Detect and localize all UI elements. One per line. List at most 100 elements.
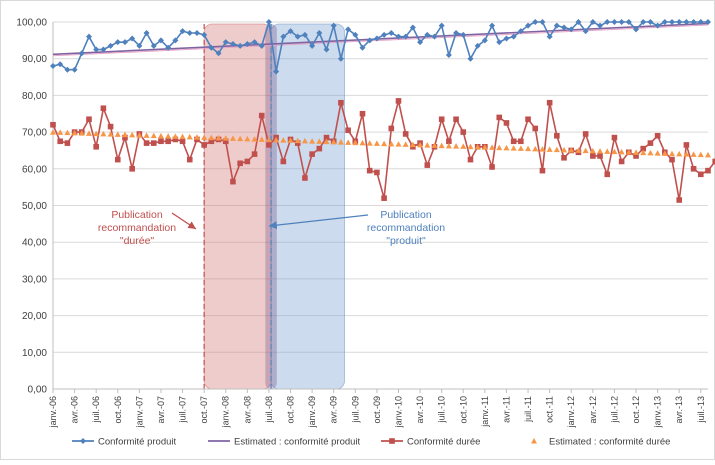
point-conformite-produit bbox=[532, 19, 539, 25]
x-tick-label: avr.-06 bbox=[70, 396, 80, 424]
x-tick-label: janv.-10 bbox=[393, 396, 403, 428]
point-estimated-conformite-duree bbox=[575, 147, 582, 153]
point-conformite-produit bbox=[575, 19, 582, 25]
point-conformite-produit bbox=[201, 31, 208, 38]
point-conformite-produit bbox=[633, 26, 640, 33]
point-estimated-conformite-duree bbox=[640, 149, 647, 156]
point-estimated-conformite-duree bbox=[568, 147, 575, 153]
point-conformite-produit bbox=[294, 33, 301, 40]
point-estimated-conformite-duree bbox=[352, 139, 359, 146]
point-conformite-duree bbox=[503, 120, 510, 126]
point-conformite-produit bbox=[453, 30, 460, 37]
point-conformite-produit bbox=[690, 19, 697, 25]
point-conformite-duree bbox=[460, 129, 467, 135]
axes: 0,00 10,00 20,00 30,00 40,00 50,00 60,00 70,00 8… bbox=[16, 18, 708, 428]
point-conformite-produit bbox=[301, 31, 308, 38]
point-estimated-conformite-duree bbox=[301, 137, 308, 144]
point-conformite-duree bbox=[122, 134, 128, 141]
point-conformite-produit bbox=[136, 42, 143, 49]
point-conformite-duree bbox=[489, 164, 495, 170]
point-conformite-produit bbox=[352, 31, 359, 38]
legend-label: Conformité durée bbox=[407, 437, 480, 448]
point-conformite-duree bbox=[647, 140, 654, 146]
point-estimated-conformite-duree bbox=[215, 134, 222, 141]
point-conformite-duree bbox=[93, 143, 99, 150]
x-tick-label: janv.-09 bbox=[307, 396, 317, 428]
point-conformite-produit bbox=[705, 19, 711, 25]
point-conformite-duree bbox=[64, 140, 71, 146]
point-conformite-produit bbox=[193, 30, 200, 37]
point-conformite-duree bbox=[453, 116, 459, 123]
point-estimated-conformite-duree bbox=[121, 131, 128, 138]
point-estimated-conformite-duree bbox=[438, 142, 445, 149]
x-tick-label: avr.-10 bbox=[415, 396, 425, 424]
point-conformite-produit bbox=[424, 31, 431, 38]
point-conformite-duree bbox=[676, 197, 683, 203]
point-conformite-produit bbox=[316, 30, 323, 37]
point-estimated-conformite-duree bbox=[409, 141, 416, 148]
point-estimated-conformite-duree bbox=[93, 130, 100, 137]
point-conformite-produit bbox=[654, 22, 661, 29]
point-estimated-conformite-duree bbox=[107, 131, 114, 137]
point-conformite-produit bbox=[165, 44, 172, 51]
point-conformite-duree bbox=[158, 138, 164, 145]
point-estimated-conformite-duree bbox=[258, 136, 265, 142]
point-conformite-duree bbox=[582, 131, 589, 137]
point-conformite-produit bbox=[604, 19, 611, 25]
point-estimated-conformite-duree bbox=[186, 133, 193, 140]
point-estimated-conformite-duree bbox=[71, 129, 78, 136]
x-tick-label: juil.-11 bbox=[523, 396, 533, 423]
x-tick-label: oct.-10 bbox=[458, 396, 468, 424]
point-estimated-conformite-duree bbox=[273, 136, 280, 143]
point-conformite-produit bbox=[438, 22, 445, 29]
y-tick-label: 40,00 bbox=[22, 238, 47, 249]
point-conformite-duree bbox=[57, 138, 63, 145]
x-tick-label: avr.-07 bbox=[156, 396, 166, 424]
point-estimated-conformite-duree bbox=[597, 148, 604, 154]
point-conformite-duree bbox=[532, 125, 539, 132]
point-conformite-duree bbox=[683, 142, 690, 148]
point-estimated-conformite-duree bbox=[265, 136, 272, 143]
point-estimated-conformite-duree bbox=[661, 150, 668, 156]
point-conformite-produit bbox=[517, 28, 524, 35]
point-estimated-conformite-duree bbox=[395, 141, 402, 147]
point-estimated-conformite-duree bbox=[136, 132, 143, 138]
x-tick-label: oct.-11 bbox=[545, 396, 555, 423]
annotation-arrow-duree bbox=[171, 212, 197, 230]
point-conformite-produit bbox=[676, 19, 683, 25]
x-tick-label: oct.-09 bbox=[372, 396, 382, 424]
point-conformite-produit bbox=[251, 39, 258, 46]
point-estimated-conformite-duree bbox=[517, 145, 524, 151]
x-tick-label: avr.-11 bbox=[501, 396, 511, 423]
point-conformite-produit bbox=[445, 52, 452, 59]
point-estimated-conformite-duree bbox=[503, 144, 510, 151]
y-tick-label: 0,00 bbox=[28, 385, 48, 396]
point-estimated-conformite-duree bbox=[157, 132, 164, 139]
point-estimated-conformite-duree bbox=[373, 140, 380, 146]
point-conformite-duree bbox=[186, 156, 193, 163]
point-conformite-duree bbox=[309, 151, 315, 157]
point-estimated-conformite-duree bbox=[201, 134, 208, 140]
point-conformite-produit bbox=[157, 37, 164, 44]
point-estimated-conformite-duree bbox=[489, 144, 496, 150]
point-estimated-conformite-duree bbox=[669, 150, 676, 157]
point-conformite-duree bbox=[201, 142, 207, 148]
annotation-text-line: Publication bbox=[111, 209, 163, 221]
point-estimated-conformite-duree bbox=[589, 147, 596, 154]
point-conformite-duree bbox=[374, 169, 380, 176]
point-conformite-produit bbox=[503, 35, 510, 42]
x-tick-label: janv.-12 bbox=[566, 396, 576, 428]
point-conformite-duree bbox=[107, 123, 114, 130]
x-tick-label: janv.-06 bbox=[48, 396, 58, 428]
point-conformite-produit bbox=[489, 22, 496, 29]
point-conformite-duree bbox=[143, 140, 150, 146]
point-estimated-conformite-duree bbox=[309, 138, 316, 144]
x-tick-label: oct.-08 bbox=[286, 396, 296, 424]
point-estimated-conformite-duree bbox=[50, 129, 56, 135]
x-tick-label: avr.-09 bbox=[329, 396, 339, 424]
point-conformite-duree bbox=[438, 116, 445, 123]
point-conformite-duree bbox=[597, 153, 603, 159]
y-tick-label: 70,00 bbox=[22, 128, 47, 139]
